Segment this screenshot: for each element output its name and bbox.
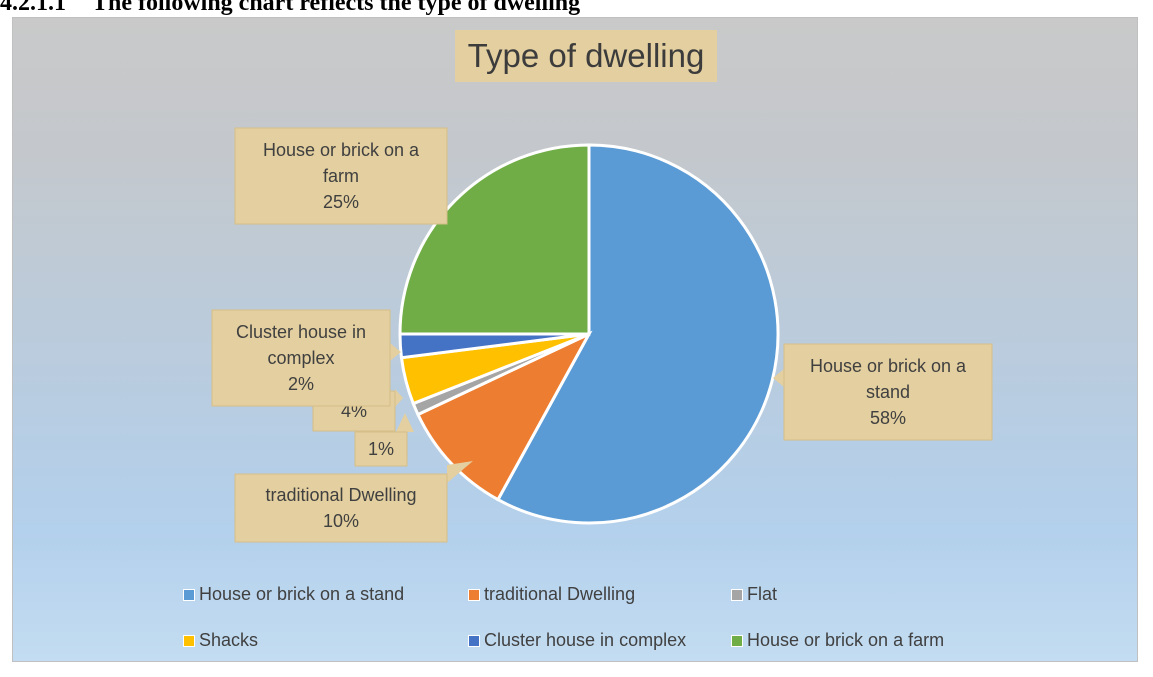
legend-swatch [731, 589, 743, 601]
data-label-cluster: Cluster house in complex 2% [211, 309, 401, 407]
legend-item-house-farm: House or brick on a farm [731, 628, 944, 652]
legend-item-flat: Flat [731, 582, 777, 606]
section-number: 4.2.1.1 [0, 0, 66, 16]
pie-slice-traditional [415, 330, 593, 502]
pie-slice-house_farm [398, 143, 591, 336]
data-label-text: 25% [323, 192, 359, 212]
legend-label: House or brick on a farm [747, 630, 945, 650]
data-label-text: 1% [368, 439, 394, 459]
legend-label: Flat [747, 584, 778, 604]
pie-slice-house_stand [495, 143, 780, 525]
data-label-house-farm: House or brick on a farm 25% [234, 127, 448, 225]
data-label-text: 2% [288, 374, 314, 394]
legend-swatch [183, 589, 195, 601]
legend-swatch [468, 635, 480, 647]
legend-label: traditional Dwelling [484, 584, 636, 604]
data-label-text: stand [866, 382, 910, 402]
legend-swatch [468, 589, 480, 601]
legend-swatch [731, 635, 743, 647]
data-label-text: traditional Dwelling [265, 485, 416, 505]
legend-item-shacks: Shacks [183, 628, 258, 652]
data-label-text: 10% [323, 511, 359, 531]
chart-title: Type of dwelling [455, 30, 717, 82]
pie-plot-area: 4%1%Cluster house incomplex2%traditional… [211, 127, 993, 543]
data-label-box [211, 309, 391, 407]
legend-item-house-stand: House or brick on a stand [183, 582, 404, 606]
data-label-flat: 1% [354, 413, 414, 467]
data-label-text: House or brick on a [810, 356, 967, 376]
data-label-box [234, 473, 448, 543]
chart-legend: House or brick on a stand traditional Dwe… [13, 18, 1137, 661]
data-label-box [234, 127, 448, 225]
data-label-text: 58% [870, 408, 906, 428]
legend-item-traditional: traditional Dwelling [468, 582, 635, 606]
section-heading: 4.2.1.1 The following chart reflects the … [0, 0, 580, 18]
legend-label: Shacks [199, 630, 259, 650]
data-label-box [783, 343, 993, 441]
legend-swatch [183, 635, 195, 647]
data-label-traditional: traditional Dwelling 10% [234, 461, 473, 543]
legend-item-cluster: Cluster house in complex [468, 628, 686, 652]
data-label-house-stand: House or brick on a stand 58% [773, 343, 993, 441]
legend-label: House or brick on a stand [199, 584, 405, 604]
data-label-box [354, 431, 408, 467]
data-label-text: complex [267, 348, 334, 368]
legend-label: Cluster house in complex [484, 630, 687, 650]
pie-chart: Type of dwelling 4% 1% Cluster house in com… [12, 17, 1138, 662]
section-title: The following chart reflects the type of… [92, 0, 581, 16]
data-label-text: House or brick on a [263, 140, 420, 160]
data-label-text: Cluster house in [236, 322, 366, 342]
data-label-text: farm [323, 166, 359, 186]
